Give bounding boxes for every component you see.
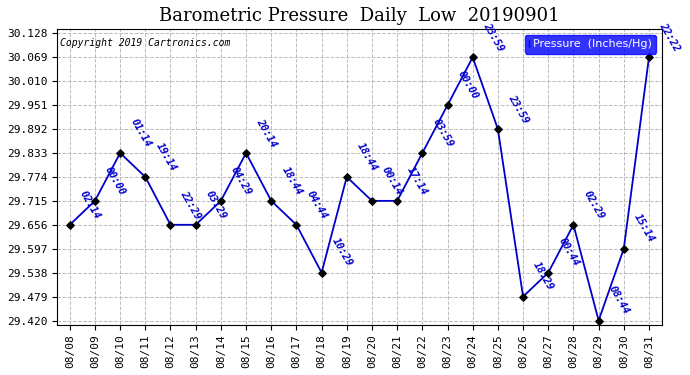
Text: 04:29: 04:29	[229, 165, 253, 197]
Text: 18:29: 18:29	[531, 260, 555, 292]
Text: 17:14: 17:14	[406, 165, 430, 197]
Point	[266, 198, 277, 204]
Text: 03:59: 03:59	[431, 117, 455, 149]
Point	[291, 222, 302, 228]
Point	[493, 126, 504, 132]
Point	[241, 150, 252, 156]
Point	[140, 174, 151, 180]
Point	[392, 198, 403, 204]
Text: 22:29: 22:29	[179, 189, 203, 220]
Text: 20:14: 20:14	[255, 117, 279, 149]
Point	[190, 222, 201, 228]
Point	[417, 150, 428, 156]
Point	[165, 222, 176, 228]
Text: 00:00: 00:00	[104, 165, 128, 197]
Point	[467, 54, 478, 60]
Text: 22:22: 22:22	[658, 21, 682, 53]
Text: 02:14: 02:14	[78, 189, 102, 220]
Text: 04:44: 04:44	[305, 189, 329, 220]
Point	[316, 270, 327, 276]
Point	[644, 54, 655, 60]
Point	[366, 198, 377, 204]
Point	[568, 222, 579, 228]
Text: 00:00: 00:00	[456, 69, 480, 101]
Title: Barometric Pressure  Daily  Low  20190901: Barometric Pressure Daily Low 20190901	[159, 7, 560, 25]
Text: 23:59: 23:59	[481, 21, 505, 53]
Text: 08:44: 08:44	[607, 284, 631, 316]
Point	[442, 102, 453, 108]
Text: 18:44: 18:44	[355, 141, 380, 173]
Point	[90, 198, 101, 204]
Point	[342, 174, 353, 180]
Point	[64, 222, 75, 228]
Text: 15:14: 15:14	[632, 213, 656, 244]
Point	[518, 294, 529, 300]
Text: 23:59: 23:59	[506, 93, 531, 125]
Text: 10:29: 10:29	[330, 236, 354, 268]
Text: 00:14: 00:14	[380, 165, 404, 197]
Text: 00:44: 00:44	[557, 236, 581, 268]
Text: 19:14: 19:14	[154, 141, 178, 173]
Point	[115, 150, 126, 156]
Text: 18:44: 18:44	[279, 165, 304, 197]
Point	[618, 246, 629, 252]
Point	[543, 270, 554, 276]
Text: Copyright 2019 Cartronics.com: Copyright 2019 Cartronics.com	[60, 38, 230, 48]
Text: 02:29: 02:29	[582, 189, 606, 220]
Text: 01:14: 01:14	[128, 117, 152, 149]
Point	[593, 318, 604, 324]
Point	[215, 198, 226, 204]
Text: 03:29: 03:29	[204, 189, 228, 220]
Legend: Pressure  (Inches/Hg): Pressure (Inches/Hg)	[525, 35, 656, 54]
